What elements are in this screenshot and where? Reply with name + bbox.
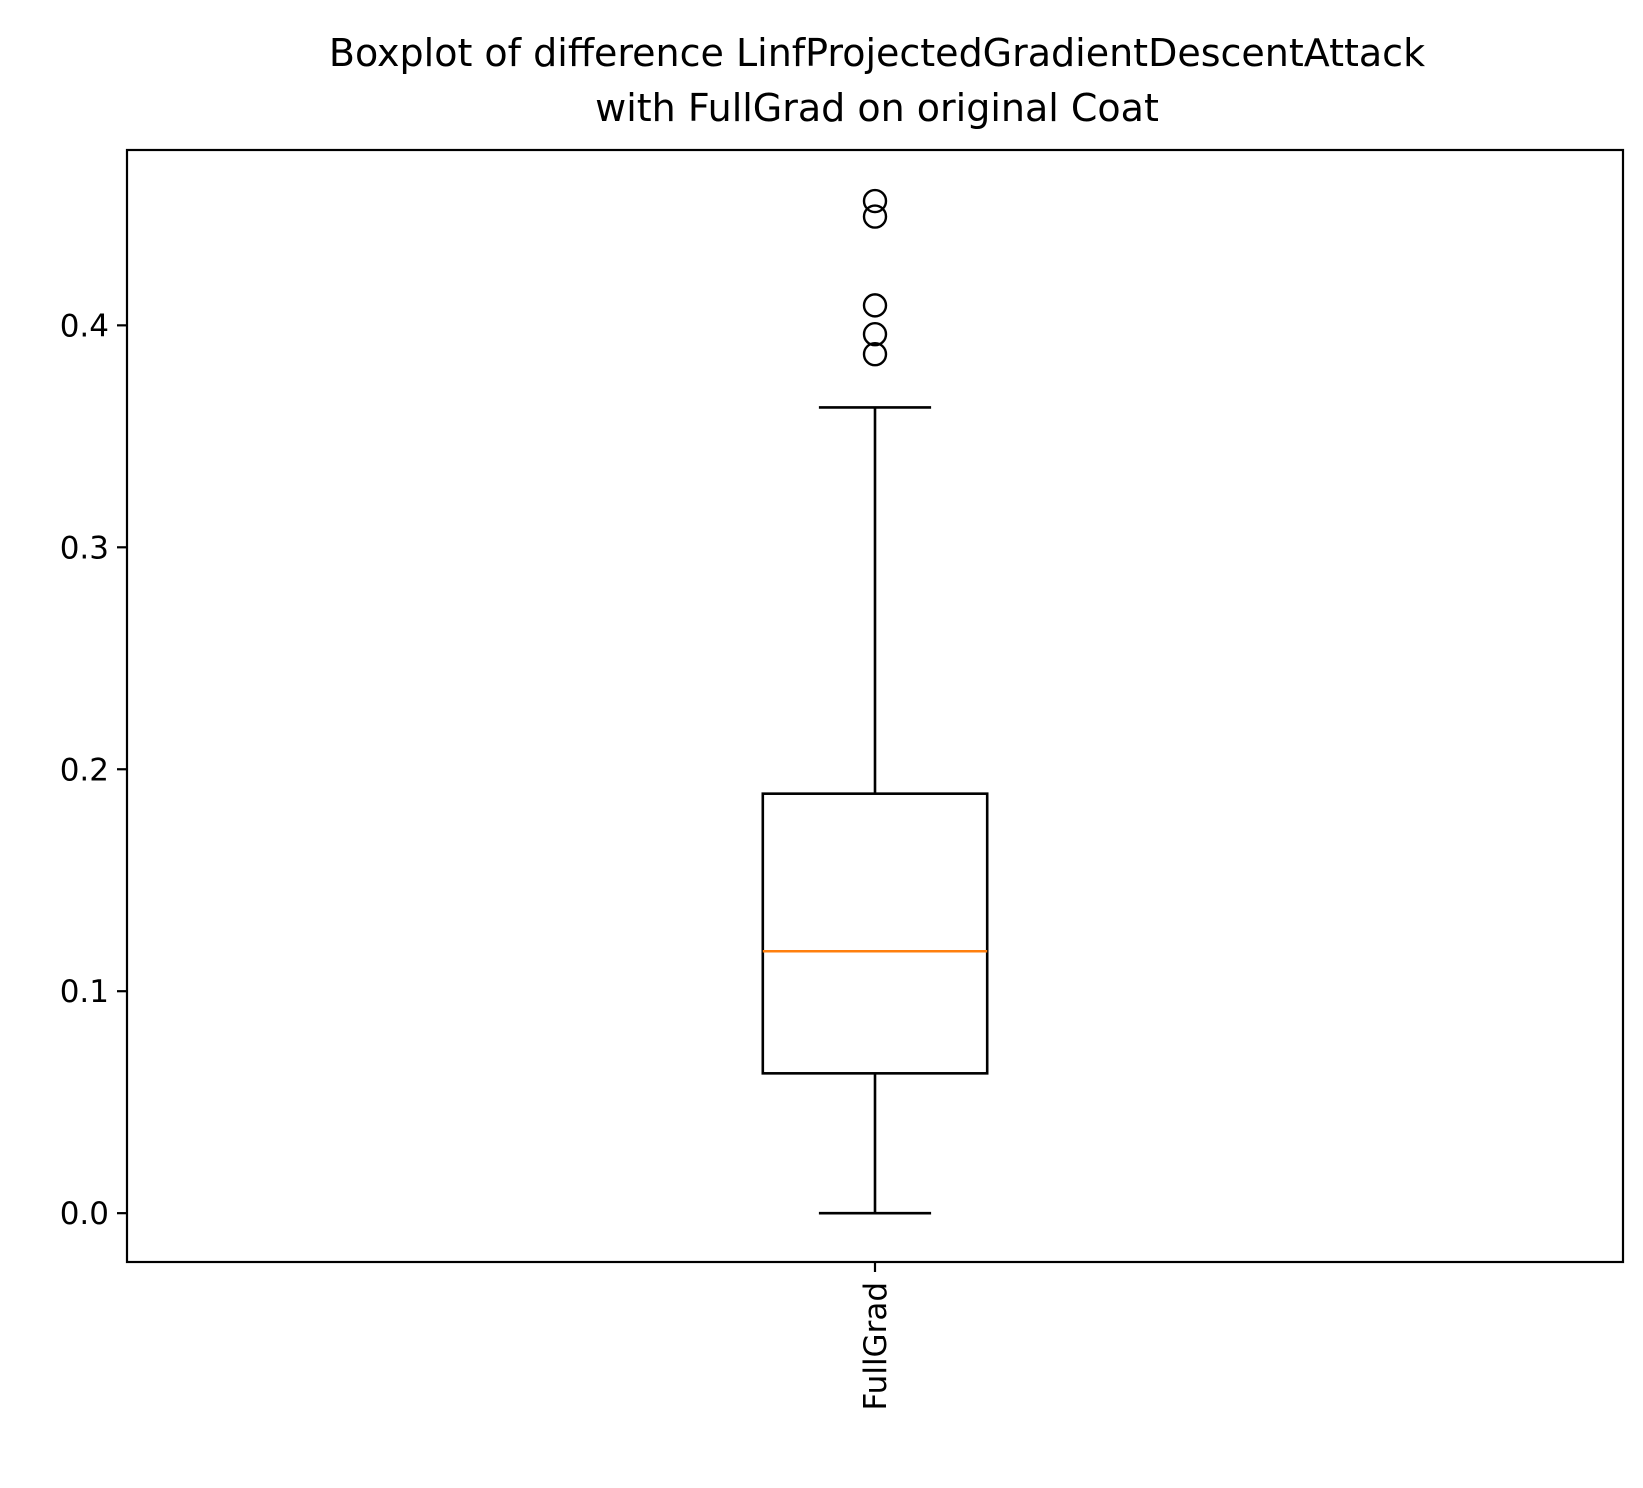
box-FullGrad	[761, 188, 989, 1215]
chart-title-line-1: Boxplot of difference LinfProjectedGradi…	[329, 31, 1425, 75]
outlier-point	[862, 188, 888, 214]
plot-area	[761, 188, 989, 1215]
outlier-point	[862, 341, 888, 367]
y-tick-label: 0.2	[60, 752, 109, 788]
chart-title-line-2: with FullGrad on original Coat	[595, 86, 1159, 130]
y-tick-label: 0.3	[60, 530, 109, 566]
y-axis: 0.0 0.1 0.2 0.3 0.4	[60, 308, 127, 1232]
y-tick-label: 0.0	[60, 1196, 109, 1232]
outlier-point	[862, 293, 888, 318]
axes-frame	[125, 148, 1625, 1264]
outlier-point	[862, 322, 888, 347]
iqr-box	[761, 792, 989, 1075]
y-tick-label: 0.1	[60, 974, 109, 1010]
x-axis: FullGrad	[858, 1262, 894, 1410]
y-tick-label: 0.4	[60, 308, 109, 344]
outlier-point	[862, 204, 888, 229]
x-tick-label: FullGrad	[858, 1282, 894, 1410]
